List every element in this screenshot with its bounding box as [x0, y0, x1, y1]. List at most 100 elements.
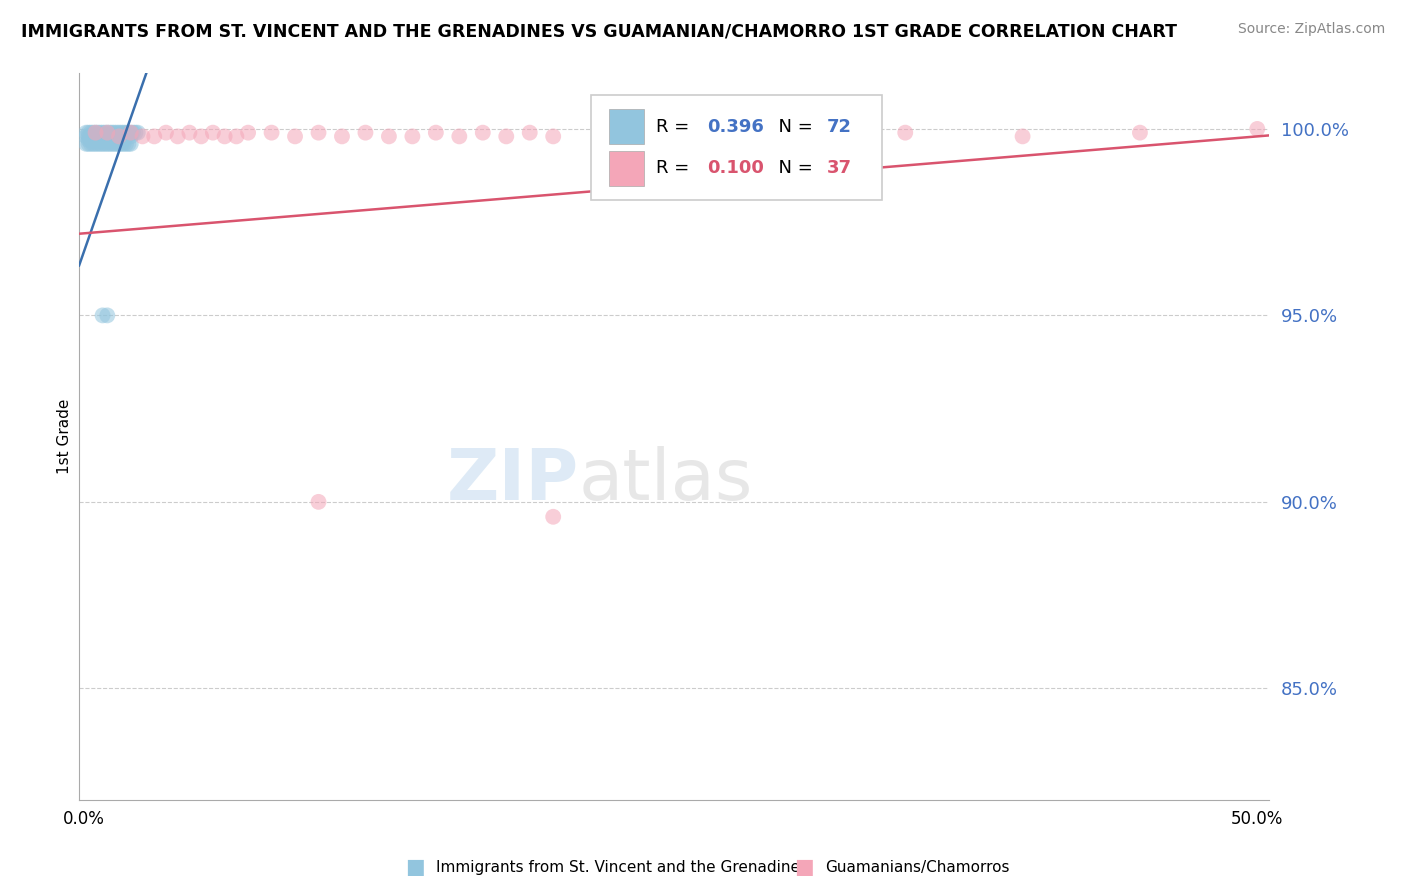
Point	[101, 133, 124, 147]
Point	[1246, 122, 1268, 136]
Point	[519, 126, 541, 140]
Point	[541, 129, 564, 144]
Point	[108, 126, 131, 140]
Point	[89, 129, 111, 144]
Point	[449, 129, 471, 144]
Point	[80, 126, 103, 140]
Point	[82, 133, 104, 147]
Text: 72: 72	[827, 118, 852, 136]
Text: Guamanians/Chamorros: Guamanians/Chamorros	[825, 860, 1010, 874]
Text: 0.100: 0.100	[707, 160, 765, 178]
Point	[120, 126, 142, 140]
Point	[108, 129, 131, 144]
Point	[179, 126, 201, 140]
Point	[110, 136, 132, 151]
Text: ZIP: ZIP	[447, 446, 579, 515]
Point	[98, 129, 121, 144]
Point	[190, 129, 212, 144]
Point	[495, 129, 517, 144]
Point	[260, 126, 283, 140]
Text: IMMIGRANTS FROM ST. VINCENT AND THE GRENADINES VS GUAMANIAN/CHAMORRO 1ST GRADE C: IMMIGRANTS FROM ST. VINCENT AND THE GREN…	[21, 22, 1177, 40]
FancyBboxPatch shape	[591, 95, 883, 200]
Point	[110, 126, 132, 140]
Point	[84, 129, 107, 144]
Point	[894, 126, 917, 140]
Point	[108, 136, 131, 151]
Point	[84, 126, 107, 140]
Point	[94, 136, 117, 151]
Point	[105, 126, 128, 140]
Point	[824, 129, 846, 144]
Point	[103, 129, 125, 144]
Point	[120, 136, 142, 151]
Point	[77, 126, 100, 140]
Point	[87, 126, 110, 140]
Point	[354, 126, 377, 140]
Point	[105, 136, 128, 151]
Point	[730, 126, 752, 140]
Point	[103, 136, 125, 151]
Point	[120, 129, 142, 144]
Point	[108, 129, 131, 144]
Point	[91, 129, 114, 144]
Point	[96, 126, 118, 140]
Text: Source: ZipAtlas.com: Source: ZipAtlas.com	[1237, 22, 1385, 37]
Point	[110, 129, 132, 144]
Text: R =: R =	[657, 118, 695, 136]
Point	[82, 126, 104, 140]
Point	[122, 126, 145, 140]
Point	[77, 129, 100, 144]
Point	[105, 133, 128, 147]
Point	[98, 136, 121, 151]
Point	[214, 129, 236, 144]
Point	[225, 129, 247, 144]
Point	[308, 495, 330, 509]
Point	[89, 126, 111, 140]
Bar	[609, 151, 644, 186]
Point	[401, 129, 423, 144]
Point	[80, 136, 103, 151]
Text: N =: N =	[766, 160, 818, 178]
Point	[115, 129, 138, 144]
Point	[115, 126, 138, 140]
Point	[101, 126, 124, 140]
Text: atlas: atlas	[579, 446, 754, 515]
Point	[75, 136, 97, 151]
Point	[84, 126, 107, 140]
Y-axis label: 1st Grade: 1st Grade	[58, 399, 72, 475]
Point	[131, 129, 153, 144]
Point	[115, 136, 138, 151]
Point	[236, 126, 259, 140]
Point	[589, 126, 612, 140]
Point	[112, 126, 135, 140]
Point	[96, 133, 118, 147]
Point	[1011, 129, 1033, 144]
Point	[91, 126, 114, 140]
Point	[103, 126, 125, 140]
Point	[75, 129, 97, 144]
Point	[541, 509, 564, 524]
Bar	[609, 110, 644, 145]
Point	[120, 126, 142, 140]
Point	[80, 129, 103, 144]
Point	[117, 126, 139, 140]
Text: 37: 37	[827, 160, 852, 178]
Point	[308, 126, 330, 140]
Point	[155, 126, 177, 140]
Point	[96, 309, 118, 323]
Text: ■: ■	[405, 857, 425, 877]
Point	[82, 136, 104, 151]
Point	[143, 129, 166, 144]
Point	[89, 136, 111, 151]
Point	[98, 126, 121, 140]
Point	[425, 126, 447, 140]
Point	[96, 129, 118, 144]
Point	[378, 129, 401, 144]
Point	[77, 133, 100, 147]
Point	[96, 126, 118, 140]
Point	[96, 136, 118, 151]
Text: ■: ■	[794, 857, 814, 877]
Text: N =: N =	[766, 118, 818, 136]
Point	[127, 126, 149, 140]
Point	[1129, 126, 1152, 140]
